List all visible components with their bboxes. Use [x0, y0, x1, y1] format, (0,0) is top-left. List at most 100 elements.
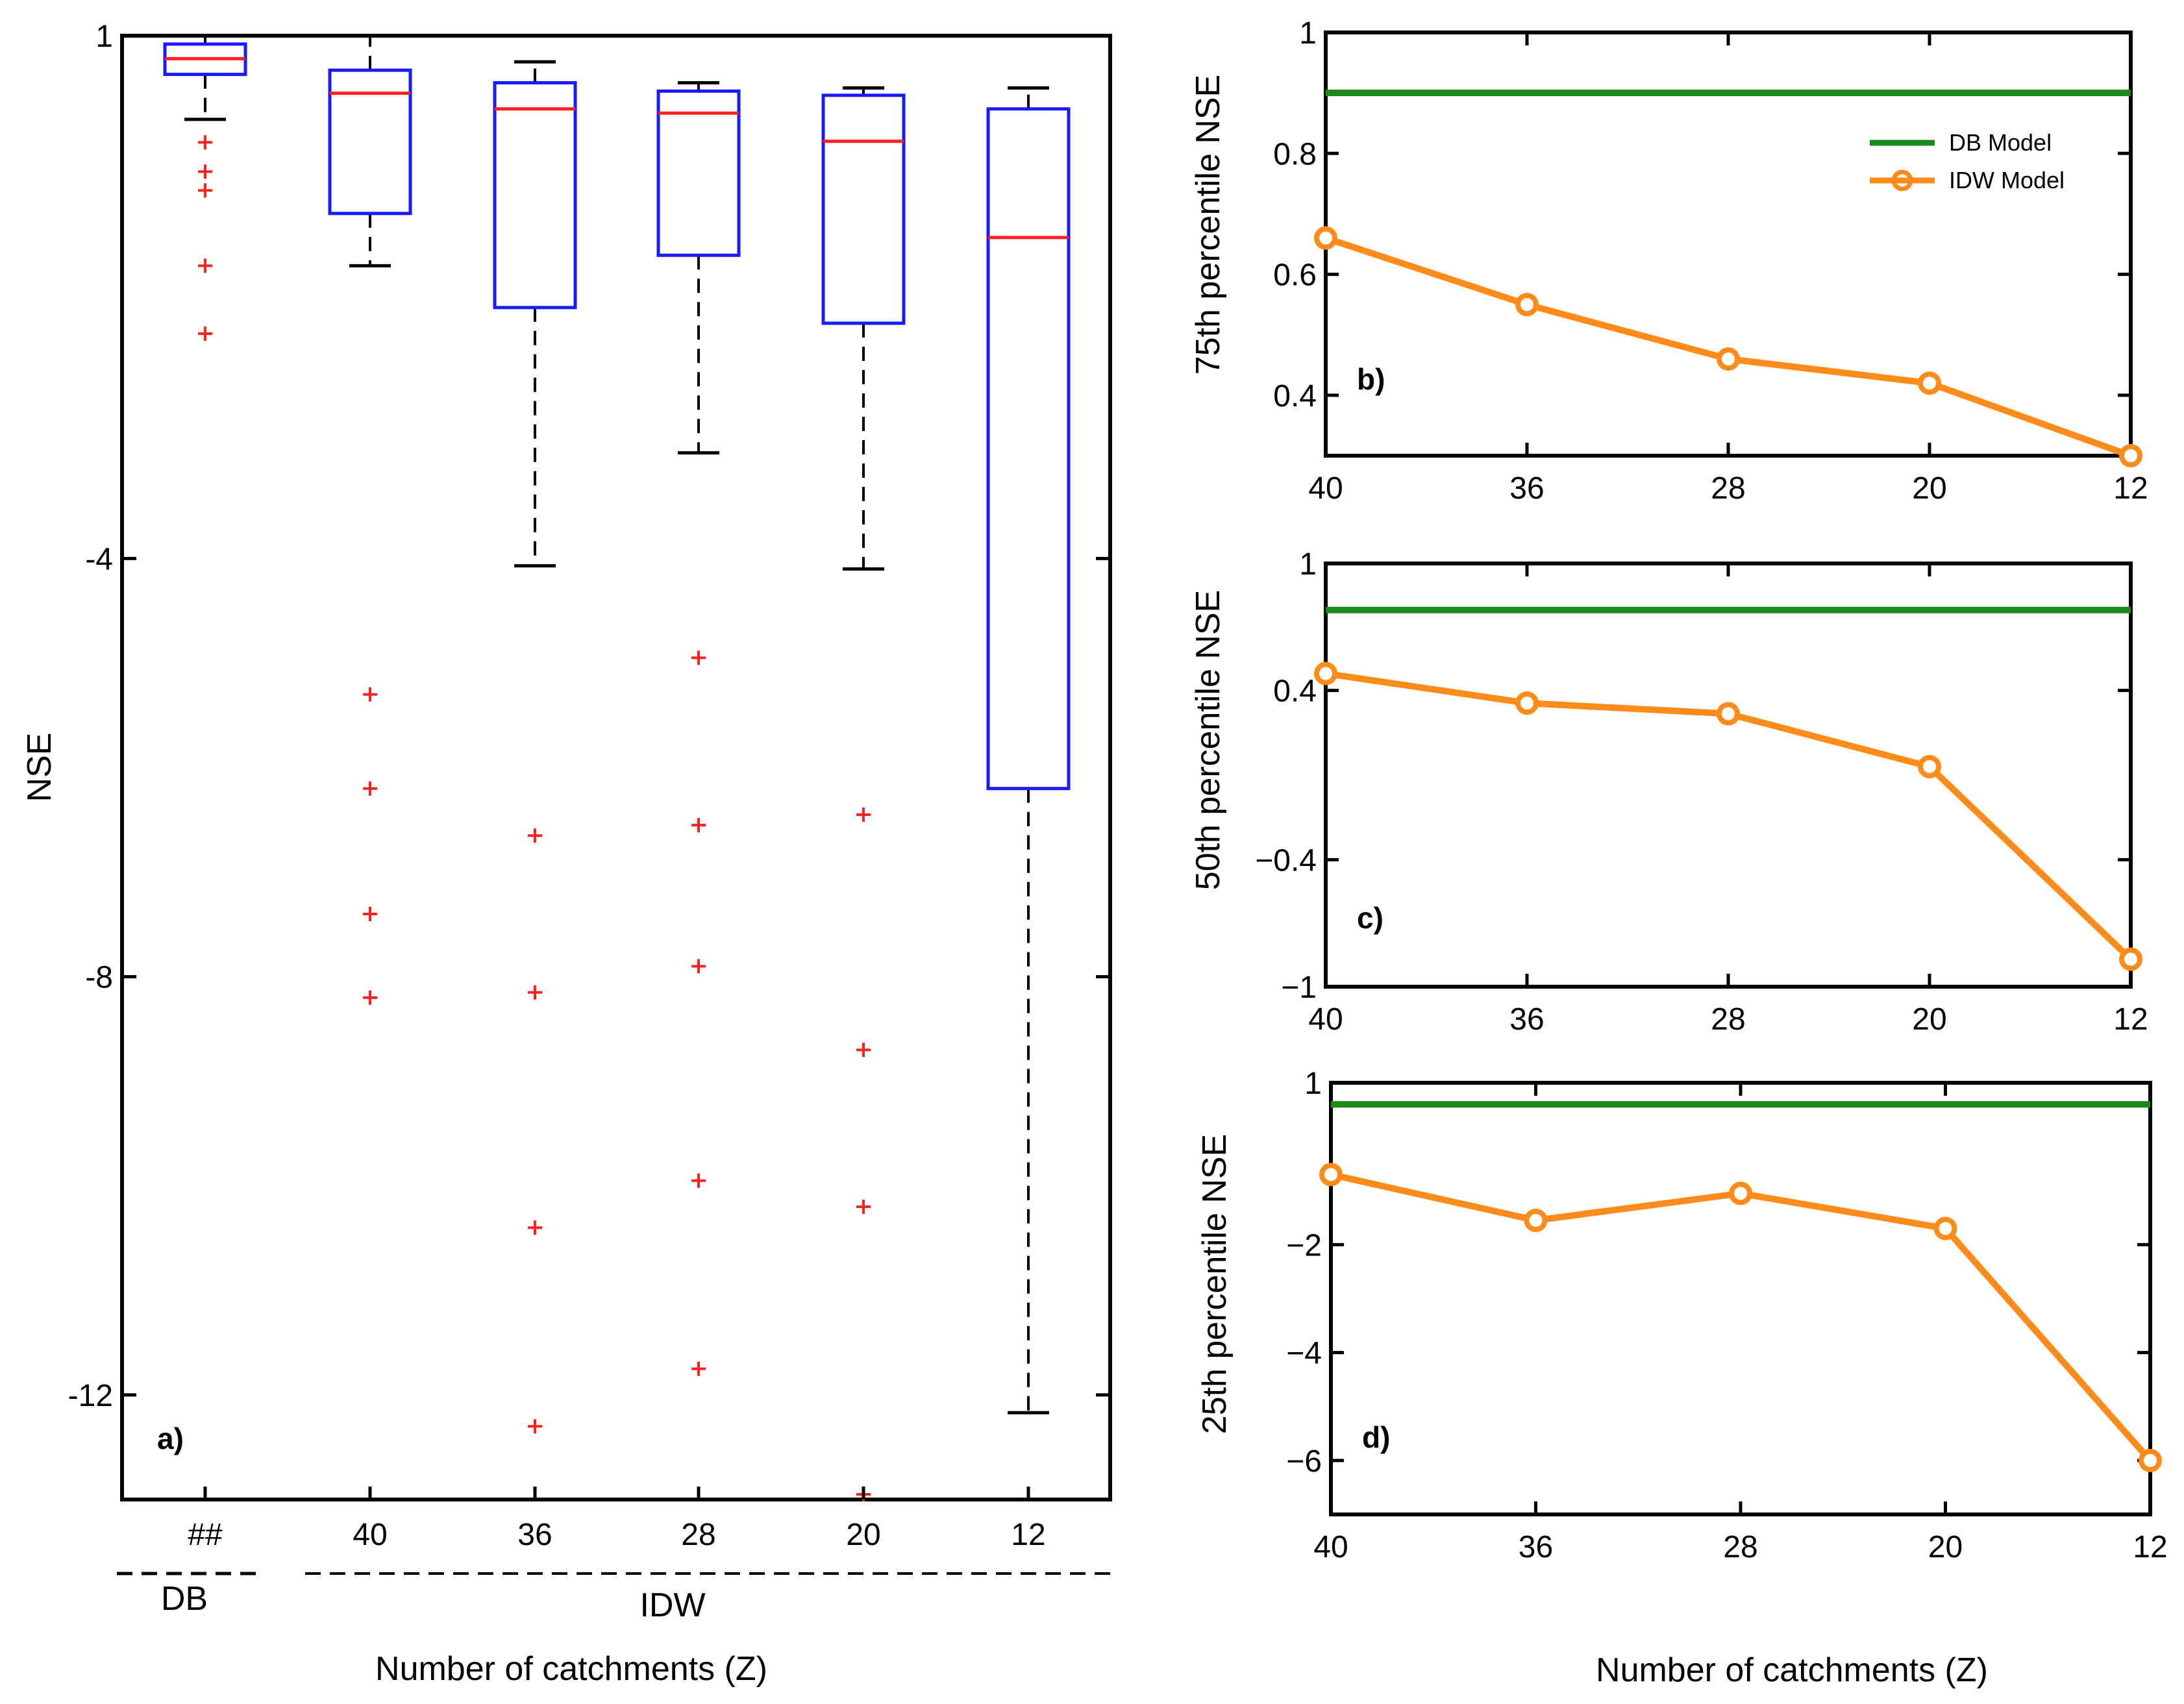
box-iqr: [493, 80, 577, 310]
panel-c-content: 1 0.4 −0.4 −140 36 28 20 12: [1255, 547, 2148, 1037]
panel-b-75th-percentile: 1 0.8 0.6 0.4 40 36 28 20 12 75th percentile NSE…: [1189, 16, 2148, 506]
outlier-marker: [691, 959, 706, 974]
panel-a-xtick-label: 40: [353, 1518, 387, 1552]
outlier-marker: [198, 183, 212, 198]
outlier-marker: [691, 1173, 706, 1188]
idw-model-line: [1324, 234, 2132, 459]
outlier-marker: [198, 258, 212, 273]
ytick-label: −2: [1286, 1228, 1322, 1263]
panel-a-xtick-label: 36: [517, 1518, 552, 1552]
xtick-label: 20: [1928, 1530, 1963, 1564]
outlier-marker: [528, 828, 542, 843]
box-iqr: [821, 93, 906, 325]
idw-point: [1918, 371, 1941, 395]
panel-d-frame: [1329, 1081, 2152, 1516]
outlier-marker: [856, 1043, 871, 1057]
panel-d-ylabel: 25th percentile NSE: [1196, 1134, 1234, 1435]
outlier-marker: [363, 990, 377, 1005]
idw-group-label: IDW: [639, 1587, 705, 1624]
xtick-label: 36: [1519, 1530, 1553, 1564]
outlier-marker: [198, 164, 212, 179]
xtick-label: 40: [1313, 1530, 1348, 1564]
xtick-label: 12: [2113, 471, 2148, 506]
outlier-marker: [363, 907, 377, 921]
ytick-label: 0.8: [1273, 137, 1317, 171]
legend-idw-marker: [1891, 169, 1913, 191]
panel-c-50th-percentile: 1 0.4 −0.4 −140 36 28 20 12 50th percentile NSE…: [1189, 547, 2148, 1037]
idw-point: [1717, 347, 1740, 371]
xtick-label: 20: [1912, 1002, 1946, 1037]
panel-b-label: b): [1357, 362, 1385, 396]
idw-point: [1729, 1181, 1752, 1205]
ytick-label: 1: [1304, 1067, 1322, 1101]
xtick-label: 28: [1723, 1530, 1757, 1564]
idw-point: [1515, 691, 1539, 715]
xtick-label: 28: [1711, 1002, 1745, 1037]
panel-a-ytick-label: -4: [85, 542, 113, 576]
ytick-label: 0.4: [1273, 379, 1317, 414]
panel-a-ytick-label: -8: [85, 961, 113, 995]
panel-a-ytick-label: -12: [68, 1379, 113, 1413]
idw-model-line: [1330, 1171, 2153, 1463]
ytick-label: −4: [1286, 1337, 1322, 1371]
xtick-label: 20: [1912, 471, 1946, 506]
ytick-label: 0.6: [1273, 258, 1317, 293]
ytick-label: 1: [1299, 547, 1317, 582]
panel-a-xtick-label: 28: [681, 1518, 715, 1552]
ytick-label: −6: [1286, 1444, 1322, 1479]
idw-point: [2119, 444, 2142, 467]
panel-a-ylabel: NSE: [21, 733, 58, 802]
xtick-label: 36: [1509, 471, 1544, 506]
panel-a-frame: [120, 34, 1112, 1501]
outlier-marker: [198, 327, 212, 341]
box-28: [656, 80, 741, 1376]
box-40: [328, 34, 412, 1005]
xtick-label: 12: [2133, 1530, 2167, 1564]
panel-a-boxes: [163, 34, 1071, 1501]
panel-d-xlabel: Number of catchments (Z): [1596, 1651, 1988, 1689]
panel-a-boxplot: 1 -4 -8 -12 ## 40 36 28 20 12 NSE a) DB IDW Numb…: [21, 19, 1118, 1688]
box-12: [986, 86, 1071, 1414]
xtick-label: 28: [1711, 471, 1745, 506]
idw-point: [1524, 1208, 1548, 1232]
idw-point: [1918, 754, 1941, 778]
panel-c-ylabel: 50th percentile NSE: [1189, 590, 1227, 891]
panel-d-content: 1 −2 −4 −6 40 36 28 20 12: [1286, 1067, 2167, 1564]
outlier-marker: [856, 1200, 871, 1214]
panel-a-ytick-label: 1: [95, 19, 113, 54]
outlier-marker: [528, 985, 542, 1000]
outlier-marker: [528, 1220, 542, 1235]
panel-a-label: a): [157, 1422, 184, 1455]
ytick-label: 1: [1299, 16, 1317, 51]
xtick-label: 40: [1308, 1002, 1343, 1037]
idw-point: [2139, 1448, 2162, 1472]
outlier-marker: [528, 1419, 542, 1434]
legend: DB Model IDW Model: [1870, 129, 2065, 193]
idw-point: [1933, 1216, 1957, 1241]
xtick-label: 36: [1509, 1002, 1544, 1037]
xtick-label: 40: [1308, 471, 1343, 506]
db-group-label: DB: [161, 1580, 208, 1618]
panel-a-x-ticks: ## 40 36 28 20 12: [188, 1487, 1046, 1552]
panel-d-25th-percentile: 1 −2 −4 −6 40 36 28 20 12 25th percentile NSE d)…: [1196, 1067, 2168, 1689]
box-##: [163, 34, 247, 341]
panel-d-label: d): [1362, 1420, 1390, 1454]
idw-point: [1314, 226, 1337, 250]
box-iqr: [656, 89, 741, 257]
ytick-label: −1: [1281, 970, 1317, 1005]
panel-a-xtick-label: 20: [846, 1518, 880, 1552]
idw-point: [1314, 661, 1337, 685]
ytick-label: −0.4: [1255, 843, 1317, 878]
outlier-marker: [691, 1361, 706, 1376]
outlier-marker: [198, 135, 212, 150]
xtick-label: 12: [2113, 1002, 2148, 1037]
outlier-marker: [363, 781, 377, 796]
outlier-marker: [856, 807, 871, 822]
panel-c-frame: [1324, 562, 2133, 989]
box-20: [821, 86, 906, 1501]
outlier-marker: [691, 650, 706, 665]
outlier-marker: [363, 687, 377, 702]
idw-point: [1319, 1163, 1343, 1187]
legend-idw-label: IDW Model: [1949, 167, 2065, 193]
